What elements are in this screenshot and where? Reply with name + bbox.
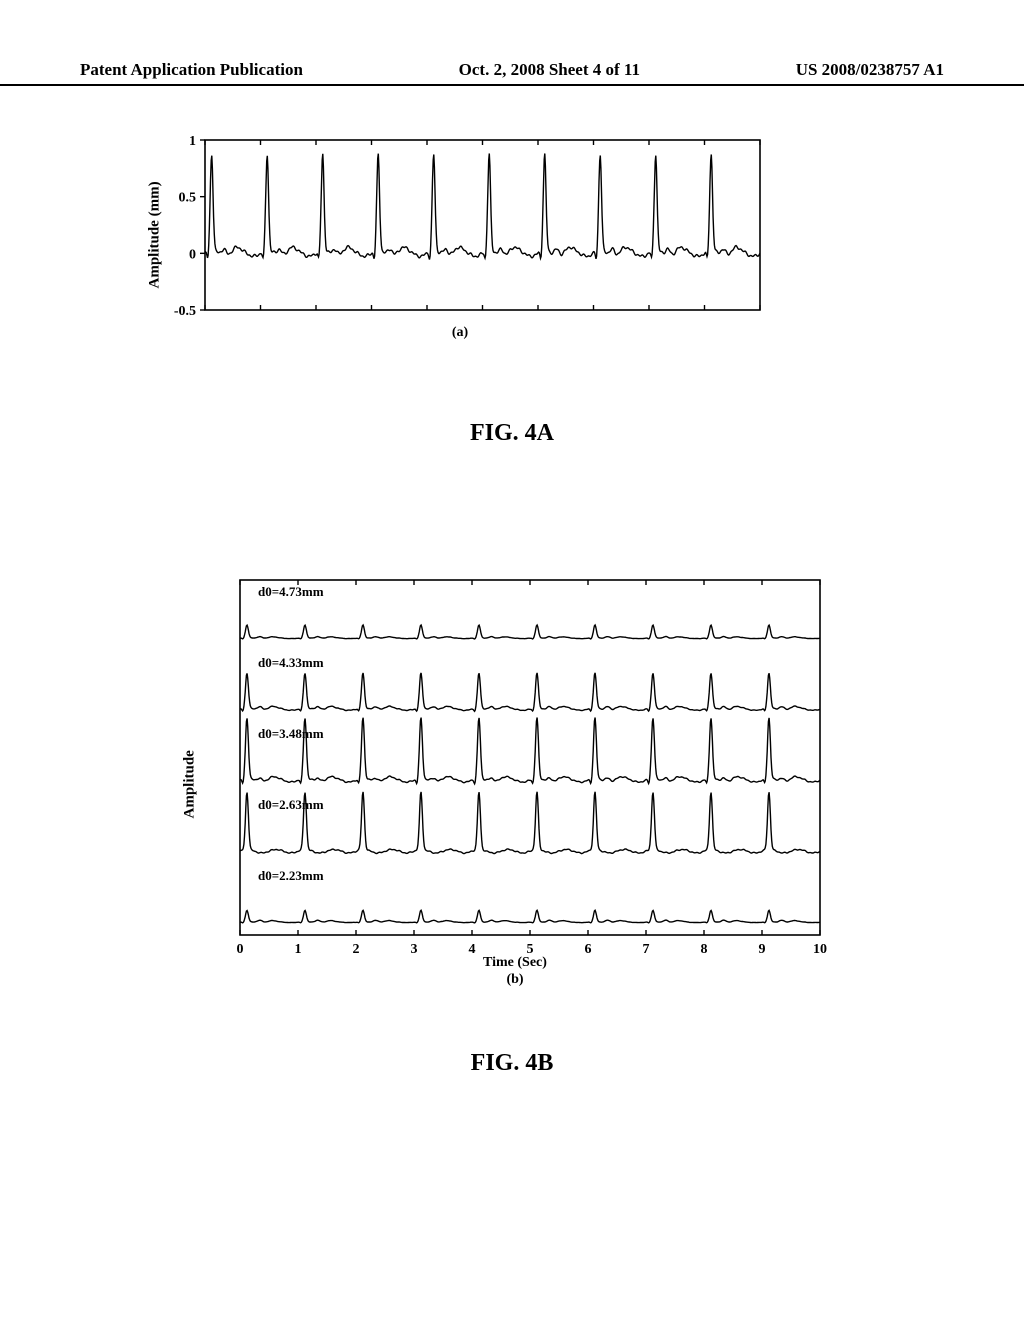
header-center: Oct. 2, 2008 Sheet 4 of 11 — [459, 60, 640, 80]
svg-text:1: 1 — [189, 134, 196, 149]
svg-text:0.5: 0.5 — [179, 191, 197, 206]
fig-a-caption: FIG. 4A — [0, 420, 1024, 447]
fig-b-ylabel: Amplitude — [182, 719, 199, 819]
fig-b-caption: FIG. 4B — [0, 1050, 1024, 1077]
svg-text:d0=4.73mm: d0=4.73mm — [258, 584, 324, 599]
figure-4a-chart: Amplitude (mm) -0.5 0 0.5 1 (a) — [150, 130, 770, 340]
svg-text:d0=2.23mm: d0=2.23mm — [258, 868, 324, 883]
fig-b-svg: 012345678910d0=4.73mmd0=4.33mmd0=3.48mmd… — [200, 570, 830, 970]
svg-text:-0.5: -0.5 — [174, 304, 196, 319]
header-right: US 2008/0238757 A1 — [796, 60, 944, 80]
fig-b-sublabel: (b) — [200, 972, 830, 988]
fig-a-ylabel: Amplitude (mm) — [147, 169, 164, 289]
header-left: Patent Application Publication — [80, 60, 303, 80]
svg-text:d0=4.33mm: d0=4.33mm — [258, 655, 324, 670]
svg-text:0: 0 — [189, 247, 196, 262]
fig-b-xlabel: Time (Sec) — [200, 955, 830, 971]
svg-text:d0=2.63mm: d0=2.63mm — [258, 797, 324, 812]
fig-a-svg: -0.5 0 0.5 1 — [150, 130, 770, 340]
page-header: Patent Application Publication Oct. 2, 2… — [0, 60, 1024, 86]
figure-4b-chart: Amplitude 012345678910d0=4.73mmd0=4.33mm… — [200, 570, 830, 970]
svg-text:d0=3.48mm: d0=3.48mm — [258, 726, 324, 741]
fig-a-sublabel: (a) — [150, 325, 770, 341]
